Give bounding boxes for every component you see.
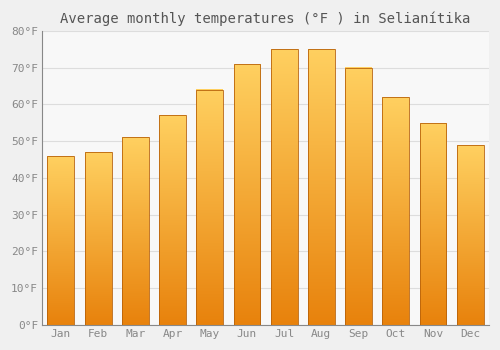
Bar [457, 145, 483, 325]
Bar [122, 138, 148, 325]
Bar [234, 64, 260, 325]
Bar [420, 123, 446, 325]
Bar [159, 116, 186, 325]
Bar [48, 156, 74, 325]
Bar [345, 68, 372, 325]
Bar [308, 49, 335, 325]
Bar [84, 152, 112, 325]
Bar [196, 90, 223, 325]
Bar [271, 49, 297, 325]
Bar [382, 97, 409, 325]
Title: Average monthly temperatures (°F ) in Selianítika: Average monthly temperatures (°F ) in Se… [60, 11, 471, 26]
